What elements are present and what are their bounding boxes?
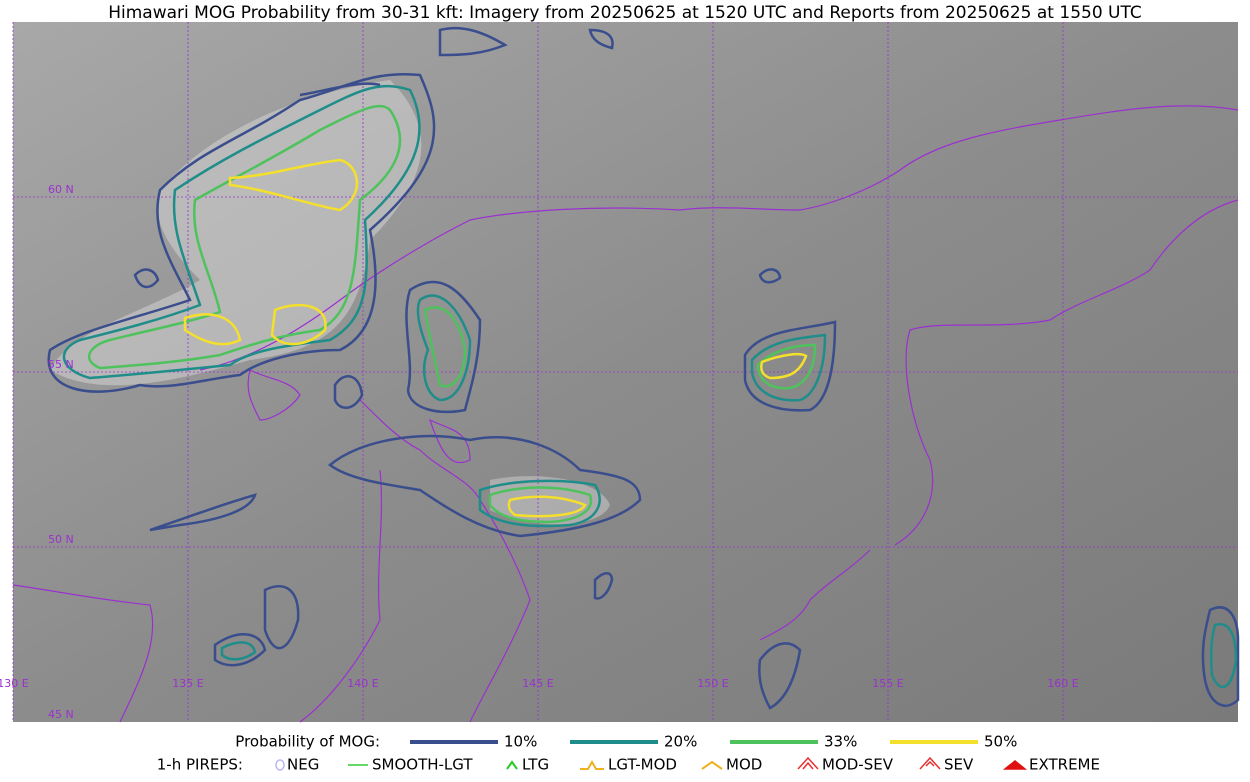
longitude-label: 160 E	[1047, 677, 1078, 690]
latitude-label: 60 N	[48, 183, 74, 196]
longitude-labels: 130 E 135 E 140 E 145 E 150 E 155 E 160 E	[0, 677, 1079, 690]
legend-title: 1-h PIREPS:	[157, 756, 243, 774]
legend-title: Probability of MOG:	[235, 733, 380, 751]
latitude-labels: 60 N 55 N 50 N 45 N	[48, 183, 74, 721]
legend: Probability of MOG: 10% 20% 33% 50% 1-h PIREP…	[157, 733, 1100, 774]
title: Himawari MOG Probability from 30-31 kft:…	[108, 3, 1142, 23]
latitude-label: 55 N	[48, 358, 74, 371]
pirep-icon	[1002, 760, 1028, 770]
graticule	[12, 22, 1238, 722]
longitude-label: 140 E	[347, 677, 378, 690]
longitude-label: 135 E	[172, 677, 203, 690]
legend-label: SMOOTH-LGT	[372, 756, 473, 774]
pirep-icon	[919, 756, 941, 770]
legend-label: SEV	[944, 756, 974, 774]
probability-contours	[47, 26, 1240, 710]
legend-label: EXTREME	[1029, 756, 1100, 774]
legend-label: NEG	[287, 756, 319, 774]
pirep-icon	[275, 759, 285, 771]
longitude-label: 150 E	[697, 677, 728, 690]
map: 60 N 55 N 50 N 45 N 130 E 135 E 140 E 145 E 150…	[0, 22, 1240, 723]
pirep-icon	[701, 760, 723, 770]
coastlines	[12, 105, 1239, 723]
latitude-label: 45 N	[48, 708, 74, 721]
longitude-label: 155 E	[872, 677, 903, 690]
pirep-icon	[506, 760, 518, 770]
pirep-icon	[797, 756, 819, 770]
legend-label: LGT-MOD	[608, 756, 677, 774]
longitude-label: 145 E	[522, 677, 553, 690]
legend-label: 33%	[824, 733, 857, 751]
legend-label: 10%	[504, 733, 537, 751]
legend-label: LTG	[522, 756, 549, 774]
latitude-label: 50 N	[48, 533, 74, 546]
legend-label: MOD	[726, 756, 762, 774]
legend-label: 50%	[984, 733, 1017, 751]
legend-label: 20%	[664, 733, 697, 751]
longitude-label: 130 E	[0, 677, 29, 690]
legend-label: MOD-SEV	[822, 756, 894, 774]
pirep-icon	[580, 759, 604, 770]
